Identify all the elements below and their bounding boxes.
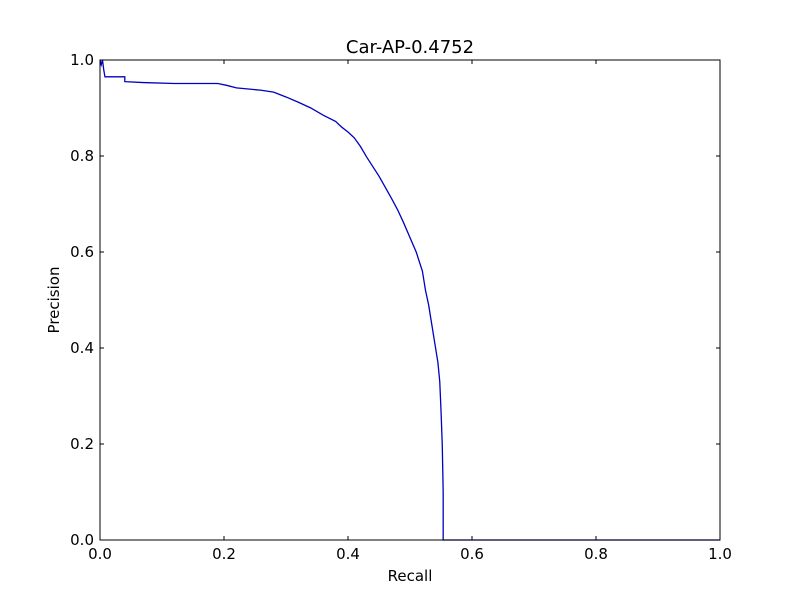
- x-tick-label: 0.0: [88, 545, 112, 563]
- x-tick-label: 1.0: [708, 545, 732, 563]
- y-axis-label: Precision: [45, 267, 63, 334]
- x-tick-label: 0.6: [460, 545, 484, 563]
- chart-title: Car-AP-0.4752: [346, 37, 474, 58]
- plot-frame: [99, 59, 721, 541]
- x-tick-label: 0.8: [584, 545, 608, 563]
- y-tick-label: 0.6: [70, 243, 94, 261]
- y-tick-label: 0.0: [70, 531, 94, 549]
- y-tick-label: 1.0: [70, 51, 94, 69]
- x-axis-label: Recall: [388, 567, 433, 585]
- y-tick-label: 0.4: [70, 339, 94, 357]
- y-tick-label: 0.8: [70, 147, 94, 165]
- x-tick-label: 0.2: [212, 545, 236, 563]
- x-tick-label: 0.4: [336, 545, 360, 563]
- y-tick-label: 0.2: [70, 435, 94, 453]
- series-line-0: [99, 59, 720, 541]
